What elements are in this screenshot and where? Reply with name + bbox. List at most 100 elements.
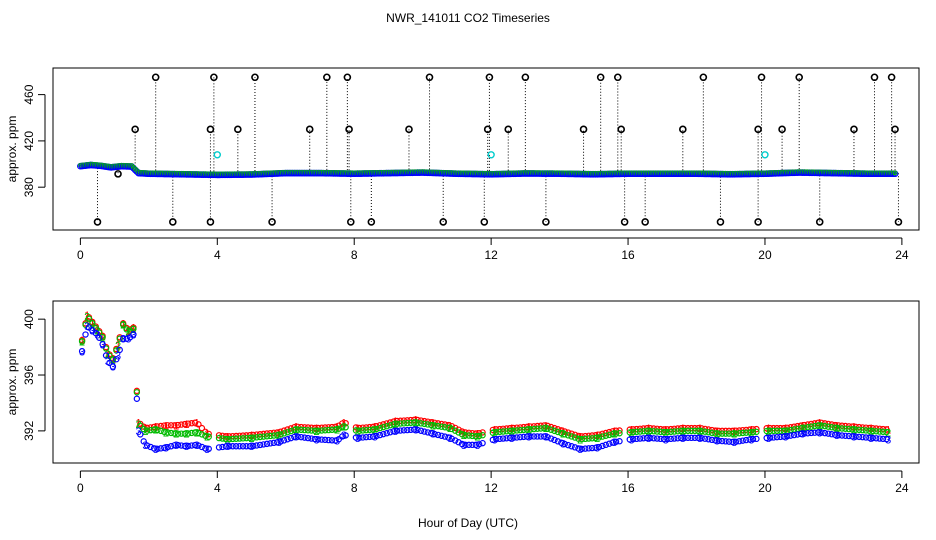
series-2-marker: 2 (120, 320, 126, 332)
series-3-point (540, 433, 548, 440)
series-2-point (818, 422, 825, 429)
series-3-marker: 3 (646, 433, 652, 445)
series-2-point (869, 427, 876, 435)
series-3-point (147, 443, 154, 451)
series-3-point (410, 426, 418, 433)
series-2-point (599, 433, 606, 440)
outlier-low-point (620, 218, 629, 226)
series-2-marker: 2 (163, 427, 169, 439)
series-2-point (681, 427, 688, 435)
series-2-marker: 2 (461, 430, 467, 442)
series-2-point (883, 428, 890, 436)
series-3-point (814, 429, 822, 436)
series-2-point (606, 431, 613, 439)
series-2-point (636, 428, 644, 435)
series-2-point (356, 427, 363, 434)
baseline-point (96, 162, 102, 168)
series-2-marker: 2 (89, 318, 95, 330)
series-2-point (684, 427, 692, 435)
series-2-point (380, 423, 387, 431)
series-3-point (736, 438, 743, 445)
series-2-point (421, 420, 428, 428)
series-3-point (701, 435, 709, 442)
outlier-high-point (483, 125, 492, 134)
series-3-point (838, 432, 846, 439)
series-2-point (431, 422, 438, 429)
series-2-point (677, 427, 685, 435)
series-3-marker: 3 (120, 334, 126, 346)
series-3-point (499, 435, 507, 442)
series-2-point (530, 425, 538, 433)
series-1-marker: 1 (341, 418, 347, 430)
outlier-low-point (894, 218, 903, 226)
series-2-point (342, 424, 349, 431)
series-2-point (523, 426, 531, 433)
series-2-marker: 2 (543, 423, 549, 435)
series-2-marker: 2 (334, 424, 340, 436)
series-3-point (362, 433, 370, 441)
outlier-high-point (887, 73, 896, 82)
series-3-marker: 3 (248, 441, 254, 453)
series-3-marker: 3 (392, 426, 398, 438)
outlier-low-point (169, 218, 177, 226)
top-plot-frame (52, 67, 920, 231)
outlier-high-point (757, 73, 766, 82)
series-2-point (807, 423, 815, 430)
series-3-point (339, 433, 346, 440)
series-3-point (280, 437, 288, 444)
series-2-marker: 2 (392, 419, 398, 431)
outlier-low-point (754, 218, 762, 226)
series-3-marker: 3 (594, 443, 600, 455)
series-3-point (479, 439, 486, 447)
series-1-point (352, 424, 360, 431)
series-3-point (215, 444, 223, 451)
series-2-point (804, 424, 811, 431)
outlier-high-point (754, 125, 762, 134)
series-1-point (171, 422, 178, 429)
series-3-marker: 3 (543, 431, 549, 443)
series-2-marker: 2 (491, 427, 497, 439)
series-2-point (178, 430, 185, 437)
series-3-marker: 3 (355, 433, 361, 445)
series-2-marker: 2 (611, 429, 617, 441)
series-2-point (441, 424, 449, 431)
series-2-point (154, 426, 161, 434)
baseline-point (95, 162, 100, 168)
series-3-point (274, 439, 281, 446)
series-3-point (575, 445, 582, 452)
series-2-point (328, 426, 336, 434)
series-1-marker: 1 (110, 353, 116, 365)
bottom-y-axis-label: approx. ppm (5, 349, 19, 416)
series-2-point (763, 427, 770, 435)
series-3-marker: 3 (680, 433, 686, 445)
series-3-point (383, 430, 390, 437)
series-3-point (588, 444, 596, 452)
series-3-marker: 3 (577, 444, 583, 456)
series-2-point (825, 423, 832, 430)
series-3-point (684, 434, 692, 442)
top-x-tick-label: 20 (758, 248, 772, 262)
outlier-high-point (504, 125, 513, 134)
series-3-point (674, 435, 681, 442)
series-2-point (250, 434, 257, 441)
series-3-point (352, 434, 360, 441)
series-3-point (493, 435, 500, 443)
outlier-low-point (206, 218, 215, 226)
series-3-marker: 3 (125, 334, 131, 346)
outlier-high-point (425, 73, 434, 82)
series-2-point (534, 425, 541, 432)
series-3-point (256, 441, 264, 449)
series-3-point (712, 437, 719, 444)
bottom-y-tick-label: 396 (22, 365, 36, 385)
series-2-point (407, 419, 414, 427)
series-2-point (489, 429, 497, 436)
series-3-point (742, 436, 750, 444)
top-y-tick-label: 420 (22, 131, 36, 151)
series-3-marker: 3 (130, 330, 136, 342)
series-2-point (852, 426, 859, 433)
series-3-point (564, 441, 572, 449)
series-2-point (578, 435, 586, 443)
series-3-point (883, 435, 890, 443)
series-2-marker: 2 (194, 427, 200, 439)
outlier-low-point (815, 218, 824, 226)
